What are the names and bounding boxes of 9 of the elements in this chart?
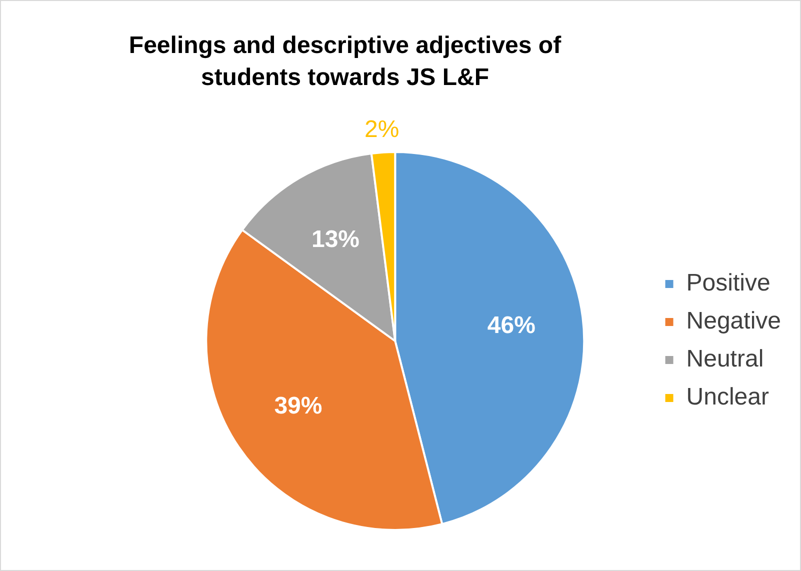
data-label: 46%	[487, 312, 536, 339]
data-label: 39%	[274, 392, 322, 420]
chart-title: Feelings and descriptive adjectives of students towards JS L&F	[128, 31, 562, 93]
legend-label: Positive	[686, 270, 770, 297]
legend-label: Unclear	[686, 384, 769, 411]
legend-label: Neutral	[686, 346, 764, 373]
data-label: 13%	[311, 226, 360, 253]
data-label: 2%	[364, 116, 400, 144]
legend-label: Negative	[686, 308, 782, 335]
